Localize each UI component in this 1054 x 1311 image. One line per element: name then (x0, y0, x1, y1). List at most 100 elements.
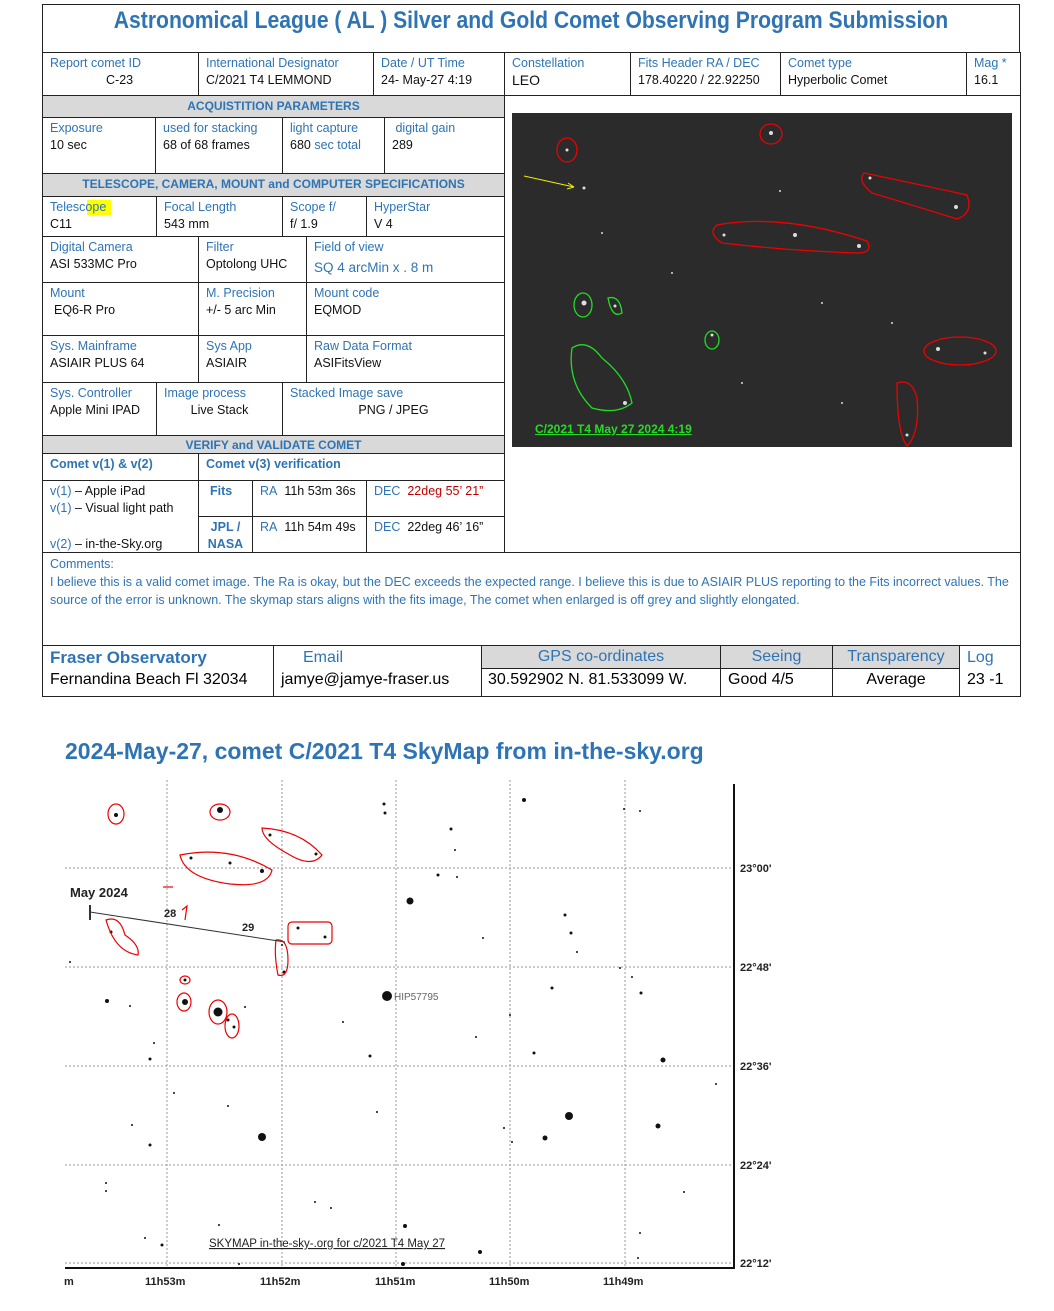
star-mark (69, 961, 71, 963)
constellation-cell: Constellation LEO (504, 52, 631, 96)
sysapp-cell: Sys App ASIAIR (198, 335, 307, 383)
star-mark (218, 1224, 220, 1226)
scope-cell: Scope f/f/ 1.9 (282, 196, 367, 237)
star-mark (228, 861, 232, 865)
star-mark (281, 944, 283, 946)
star-mark (217, 807, 223, 813)
star-mark (368, 1054, 372, 1058)
star-mark (655, 1123, 661, 1129)
gain-cell: digital gain 289 (384, 117, 505, 174)
image-process-cell: Image process Live Stack (156, 382, 283, 436)
ra-tick-label: 11h51m (375, 1276, 416, 1288)
specs-header: TELESCOPE, CAMERA, MOUNT and COMPUTER SP… (42, 173, 505, 197)
acq-header: ACQUISTITION PARAMETERS (42, 95, 505, 118)
star-mark (244, 1006, 246, 1008)
star-mark (314, 852, 318, 856)
mount-cell: Mount EQ6-R Pro (42, 282, 199, 336)
star-mark (449, 827, 453, 831)
camera-cell: Digital Camera ASI 533MC Pro (42, 236, 199, 283)
dec-tick-label: 22°24' (740, 1160, 772, 1172)
star-mark (105, 1182, 107, 1184)
highlight-mark (87, 200, 111, 215)
star-mark (454, 849, 456, 851)
comments-cell: Comments: I believe this is a valid comet… (42, 552, 1021, 646)
star-mark (403, 1224, 407, 1228)
controller-cell: Sys. Controller Apple Mini IPAD (42, 382, 157, 436)
star-mark (227, 1105, 229, 1107)
star-mark (189, 856, 193, 860)
star-mark (503, 1127, 505, 1129)
star-mark (509, 1014, 511, 1016)
star-mark (260, 869, 264, 873)
telescope-label: Telescope (50, 200, 107, 214)
v-methods-cell: v(1) – Apple iPad v(1) – Visual light pa… (42, 480, 199, 553)
star-mark (639, 1232, 641, 1234)
mainframe-cell: Sys. Mainframe ASIAIR PLUS 64 (42, 335, 199, 383)
jpl-ra: RA 11h 54m 49s (252, 516, 367, 553)
star-mark (376, 1111, 378, 1113)
comet-image-annotations (523, 123, 997, 447)
skymap-caption: SKYMAP in-the-sky-.org for c/2021 T4 May… (209, 1238, 445, 1250)
star-mark (639, 991, 643, 995)
star-mark (153, 1042, 155, 1044)
gps-cell: GPS co-ordinates 30.592902 N. 81.533099 W… (481, 645, 721, 697)
light-capture-cell: light capture 680 sec total (282, 117, 385, 174)
fits-header-cell: Fits Header RA / DEC 178.40220 / 22.92250 (630, 52, 781, 96)
star-mark (683, 1191, 685, 1193)
star-mark (456, 876, 458, 878)
transparency-cell: Transparency Average (832, 645, 960, 697)
page-title: Astronomical League ( AL ) Silver and Go… (113, 7, 949, 34)
fov-cell: Field of view SQ 4 arcMin x . 8 m (306, 236, 505, 283)
star-mark (148, 1143, 152, 1147)
star-mark (565, 1112, 573, 1120)
star-mark (522, 798, 526, 802)
star-mark (532, 1051, 536, 1055)
star-mark (160, 1243, 164, 1247)
fits-label: Fits (198, 480, 253, 517)
comet-type-cell: Comet type Hyperbolic Comet (780, 52, 967, 96)
ra-tick-label: m (64, 1276, 74, 1288)
log-cell: Log 23 -1 (959, 645, 1021, 697)
star-mark (569, 931, 573, 935)
hyperstar-cell: HyperStar V 4 (366, 196, 505, 237)
ra-tick-label: 11h52m (260, 1276, 301, 1288)
star-mark (105, 1190, 107, 1192)
star-mark (330, 1207, 332, 1209)
comet-v3-header: Comet v(3) verification (198, 453, 505, 481)
comet-image: C/2021 T4 May 27 2024 4:19 (512, 113, 1012, 447)
star-mark (105, 999, 109, 1003)
seeing-cell: Seeing Good 4/5 (720, 645, 833, 697)
star-mark (144, 1237, 146, 1239)
star-mark (482, 937, 484, 939)
star-mark (563, 913, 567, 917)
month-label: May 2024 (70, 885, 129, 900)
stacked-save-cell: Stacked Image save PNG / JPEG (282, 382, 505, 436)
exposure-cell: Exposure 10 sec (42, 117, 156, 174)
star-mark (631, 976, 633, 978)
star-mark (258, 1133, 266, 1141)
star-mark (173, 1092, 175, 1094)
star-mark (342, 1021, 344, 1023)
star-mark (542, 1135, 548, 1141)
jpl-dec: DEC 22deg 46’ 16” (366, 516, 505, 553)
date-cell: Date / UT Time 24- May-27 4:19 (373, 52, 505, 96)
star-mark (619, 967, 621, 969)
mount-code-cell: Mount code EQMOD (306, 282, 505, 336)
star-mark (576, 951, 578, 953)
star-mark (478, 1250, 482, 1254)
observatory-cell: Fraser Observatory Fernandina Beach Fl 32… (42, 645, 274, 697)
verify-header: VERIFY and VALIDATE COMET (42, 435, 505, 454)
precision-cell: M. Precision +/- 5 arc Min (198, 282, 307, 336)
star-mark (637, 1257, 639, 1259)
skymap-title: 2024-May-27, comet C/2021 T4 SkyMap from… (65, 738, 704, 764)
star-mark (715, 1083, 717, 1085)
star-mark (226, 1018, 230, 1022)
star-mark (182, 999, 188, 1005)
stacking-cell: used for stacking 68 of 68 frames (155, 117, 283, 174)
comet-v12-header: Comet v(1) & v(2) (42, 453, 199, 481)
day-28-label: 28 (164, 908, 176, 920)
star-mark (382, 802, 386, 806)
star-mark (511, 1141, 513, 1143)
ra-tick-label: 11h49m (603, 1276, 644, 1288)
dec-tick-label: 23°00' (740, 863, 772, 875)
